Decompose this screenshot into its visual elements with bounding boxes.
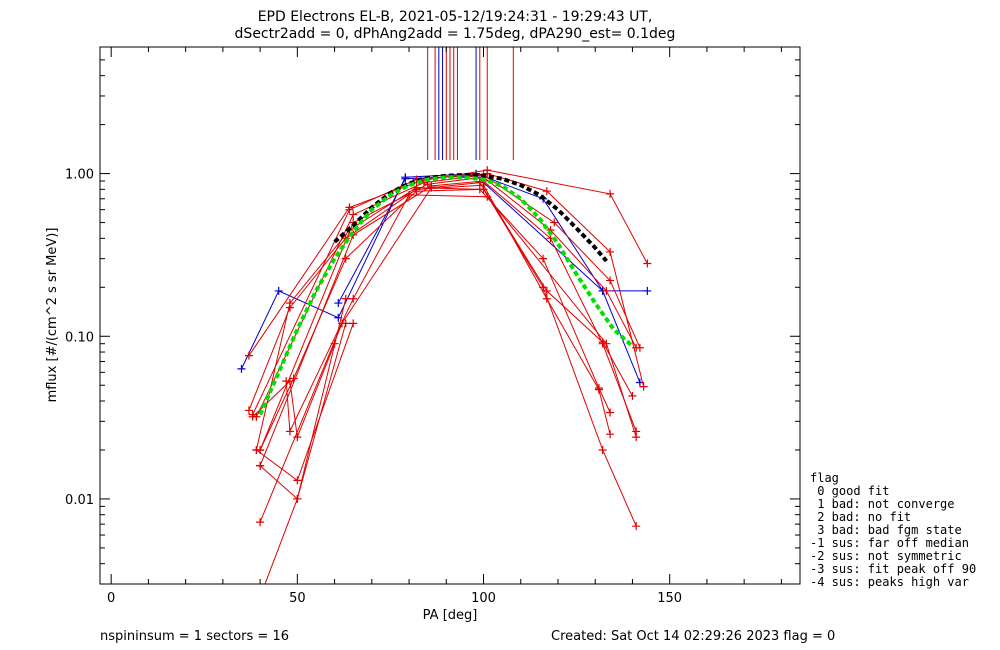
data-point bbox=[639, 382, 648, 391]
data-point bbox=[539, 283, 548, 292]
data-point bbox=[606, 408, 615, 417]
data-point bbox=[341, 254, 350, 263]
x-tick-label: 100 bbox=[471, 591, 496, 606]
data-point bbox=[341, 294, 350, 303]
y-tick-label: 0.01 bbox=[65, 493, 94, 508]
data-point bbox=[285, 427, 294, 436]
data-point bbox=[606, 189, 615, 198]
plot-frame bbox=[99, 46, 801, 585]
series-line-7 bbox=[259, 182, 633, 523]
legend-entry: 2 bad: no fit bbox=[810, 510, 911, 524]
data-point bbox=[334, 299, 343, 308]
data-point bbox=[643, 259, 652, 268]
data-point bbox=[632, 343, 641, 352]
data-point bbox=[345, 205, 354, 214]
data-point bbox=[256, 593, 264, 601]
data-point bbox=[285, 299, 294, 308]
data-point bbox=[632, 522, 641, 531]
data-point bbox=[244, 406, 253, 415]
data-point bbox=[483, 169, 492, 178]
data-point bbox=[349, 319, 358, 328]
data-point bbox=[405, 190, 414, 199]
legend-entry: -1 sus: far off median bbox=[810, 536, 969, 550]
data-point bbox=[606, 276, 615, 285]
data-point bbox=[594, 384, 603, 393]
series-line-12 bbox=[256, 323, 354, 482]
data-point bbox=[628, 391, 637, 400]
footer-right: Created: Sat Oct 14 02:29:26 2023 flag =… bbox=[551, 629, 835, 644]
data-point bbox=[539, 254, 548, 263]
series-line-5 bbox=[259, 176, 637, 451]
series-layer bbox=[237, 166, 652, 601]
data-point bbox=[401, 174, 410, 183]
data-point bbox=[293, 476, 302, 485]
flag-legend: flag 0 good fit 1 bad: not converge 2 ba… bbox=[810, 471, 976, 589]
data-point bbox=[542, 187, 551, 196]
legend-entry: -3 sus: fit peak off 90 bbox=[810, 562, 976, 576]
data-point bbox=[606, 247, 615, 256]
data-point bbox=[237, 364, 246, 373]
data-point bbox=[602, 286, 611, 295]
series-line-3 bbox=[252, 173, 645, 415]
series-line-8 bbox=[248, 184, 611, 435]
legend-entry: 1 bad: not converge bbox=[810, 497, 955, 511]
x-tick-label: 150 bbox=[657, 591, 682, 606]
data-point bbox=[285, 377, 294, 386]
data-point bbox=[349, 294, 358, 303]
data-point bbox=[483, 192, 492, 201]
data-point bbox=[632, 433, 641, 442]
data-point bbox=[252, 445, 261, 454]
data-point bbox=[412, 187, 421, 196]
y-tick-label: 1.00 bbox=[65, 168, 94, 183]
legend-entry: -4 sus: peaks high var bbox=[810, 575, 969, 589]
data-point bbox=[248, 412, 257, 421]
series-line-9 bbox=[255, 187, 611, 451]
footer-left: nspininsum = 1 sectors = 16 bbox=[100, 629, 289, 644]
data-point bbox=[293, 433, 302, 442]
x-tick-label: 0 bbox=[107, 591, 115, 606]
data-point bbox=[643, 286, 652, 295]
series-line-13 bbox=[252, 343, 336, 440]
data-point bbox=[602, 339, 611, 348]
legend-entry: -2 sus: not symmetric bbox=[810, 549, 962, 563]
data-point bbox=[341, 319, 350, 328]
series-line-6 bbox=[259, 180, 637, 466]
data-point bbox=[293, 494, 302, 503]
legend-title: flag bbox=[810, 471, 839, 485]
data-point bbox=[479, 185, 488, 194]
fit-line-black bbox=[333, 172, 608, 263]
data-point bbox=[274, 286, 283, 295]
legend-entry: 3 bad: bad fgm state bbox=[810, 523, 962, 537]
data-point bbox=[598, 445, 607, 454]
data-point bbox=[256, 518, 265, 527]
x-axis-label: PA [deg] bbox=[423, 608, 478, 623]
data-point bbox=[244, 351, 253, 360]
marker-layer bbox=[427, 47, 514, 160]
axis-layer: 0 50 100 150 0.01 0.10 1.00 bbox=[65, 46, 800, 606]
y-tick-label: 0.10 bbox=[65, 330, 94, 345]
legend-entry: 0 good fit bbox=[810, 484, 889, 498]
fit-line-green bbox=[258, 175, 634, 416]
data-point bbox=[256, 461, 265, 470]
y-axis-label: mflux [#/(cm^2 s sr MeV)] bbox=[45, 228, 60, 403]
chart-subtitle: dSectr2add = 0, dPhAng2add = 1.75deg, dP… bbox=[235, 26, 676, 42]
data-point bbox=[606, 430, 615, 439]
fit-layer bbox=[258, 172, 634, 416]
data-point bbox=[550, 218, 559, 227]
chart-title: EPD Electrons EL-B, 2021-05-12/19:24:31 … bbox=[258, 9, 653, 25]
x-tick-label: 50 bbox=[289, 591, 306, 606]
data-point bbox=[349, 210, 358, 219]
series-line-10 bbox=[259, 188, 637, 527]
